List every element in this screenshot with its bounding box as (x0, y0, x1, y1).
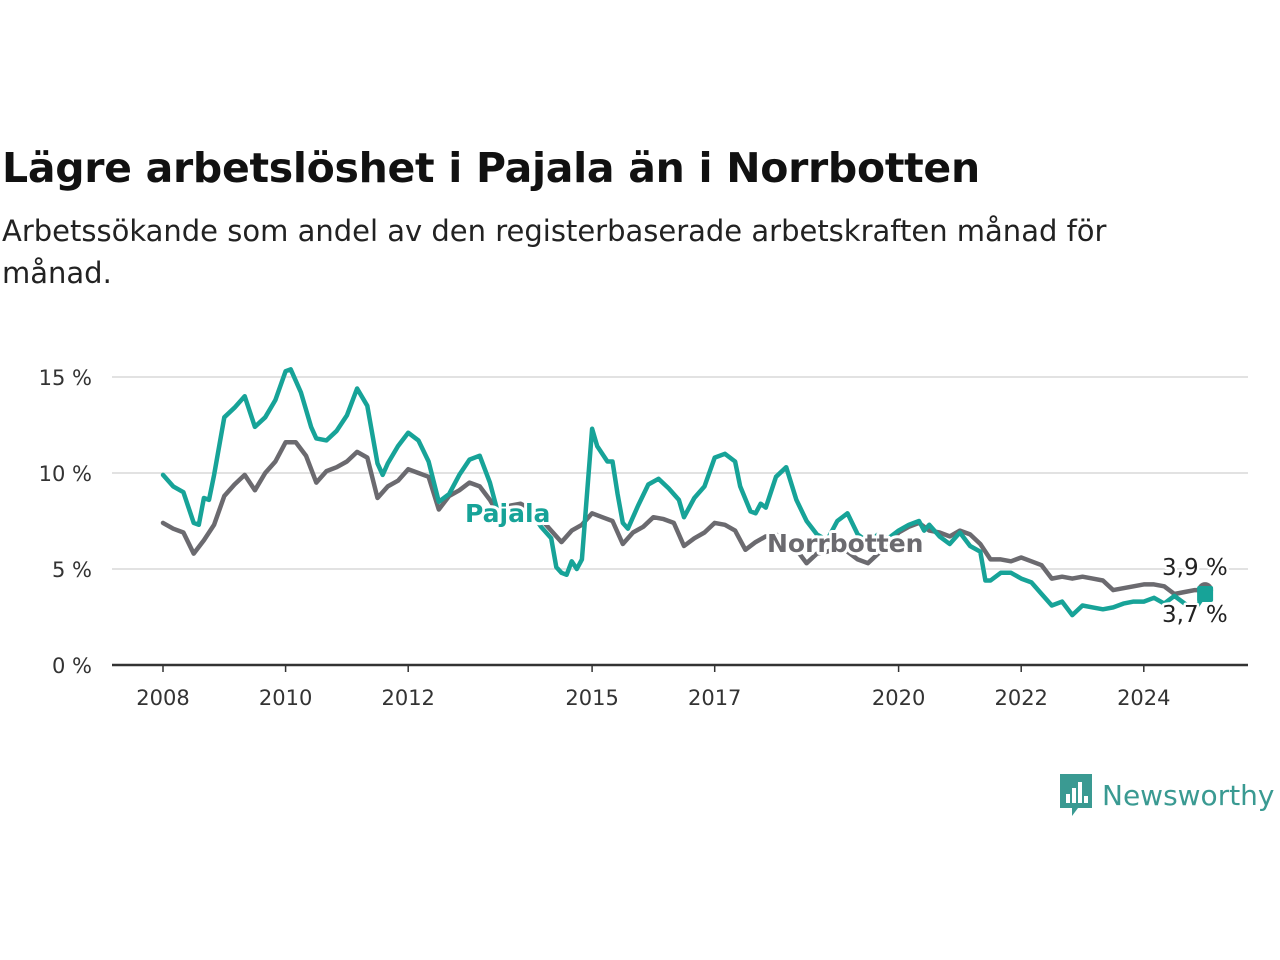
series-line-norrbotten (160, 440, 1208, 597)
y-tick-label: 15 % (39, 366, 92, 390)
y-axis-tick-labels: 0 % 5 % 10 % 15 % (39, 366, 92, 678)
x-tick-label: 2017 (688, 686, 741, 710)
x-tick-label: 2024 (1117, 686, 1170, 710)
grid-lines (112, 376, 1248, 570)
x-tick-label: 2022 (994, 686, 1047, 710)
x-tick-label: 2010 (259, 686, 312, 710)
end-label-pajala: 3,7 % (1162, 602, 1228, 628)
series-label-pajala: Pajala (465, 499, 550, 528)
y-tick-label: 10 % (39, 462, 92, 486)
x-tick-label: 2008 (136, 686, 189, 710)
newsworthy-logo-icon (1060, 774, 1092, 816)
y-tick-label: 0 % (52, 654, 92, 678)
end-value-markers: 3,9 % 3,7 % (1160, 553, 1231, 631)
x-tick-label: 2015 (565, 686, 618, 710)
series-lines (160, 367, 1208, 618)
series-line-pajala (160, 367, 1208, 618)
series-labels: Pajala Norrbotten (462, 496, 926, 561)
chart-subtitle: Arbetssökande som andel av den registerb… (2, 214, 1107, 290)
chart-title: Lägre arbetslöshet i Pajala än i Norrbot… (2, 144, 980, 192)
x-axis: 2008 2010 2012 2015 2017 2020 2022 2024 (112, 663, 1248, 710)
series-label-norrbotten: Norrbotten (767, 529, 923, 558)
y-tick-label: 5 % (52, 558, 92, 582)
end-marker-pajala (1197, 585, 1214, 602)
end-label-norrbotten: 3,9 % (1162, 555, 1228, 581)
x-tick-label: 2012 (381, 686, 434, 710)
x-tick-label: 2020 (872, 686, 925, 710)
newsworthy-logo: Newsworthy (1058, 772, 1275, 818)
newsworthy-logo-text: Newsworthy (1102, 778, 1275, 812)
